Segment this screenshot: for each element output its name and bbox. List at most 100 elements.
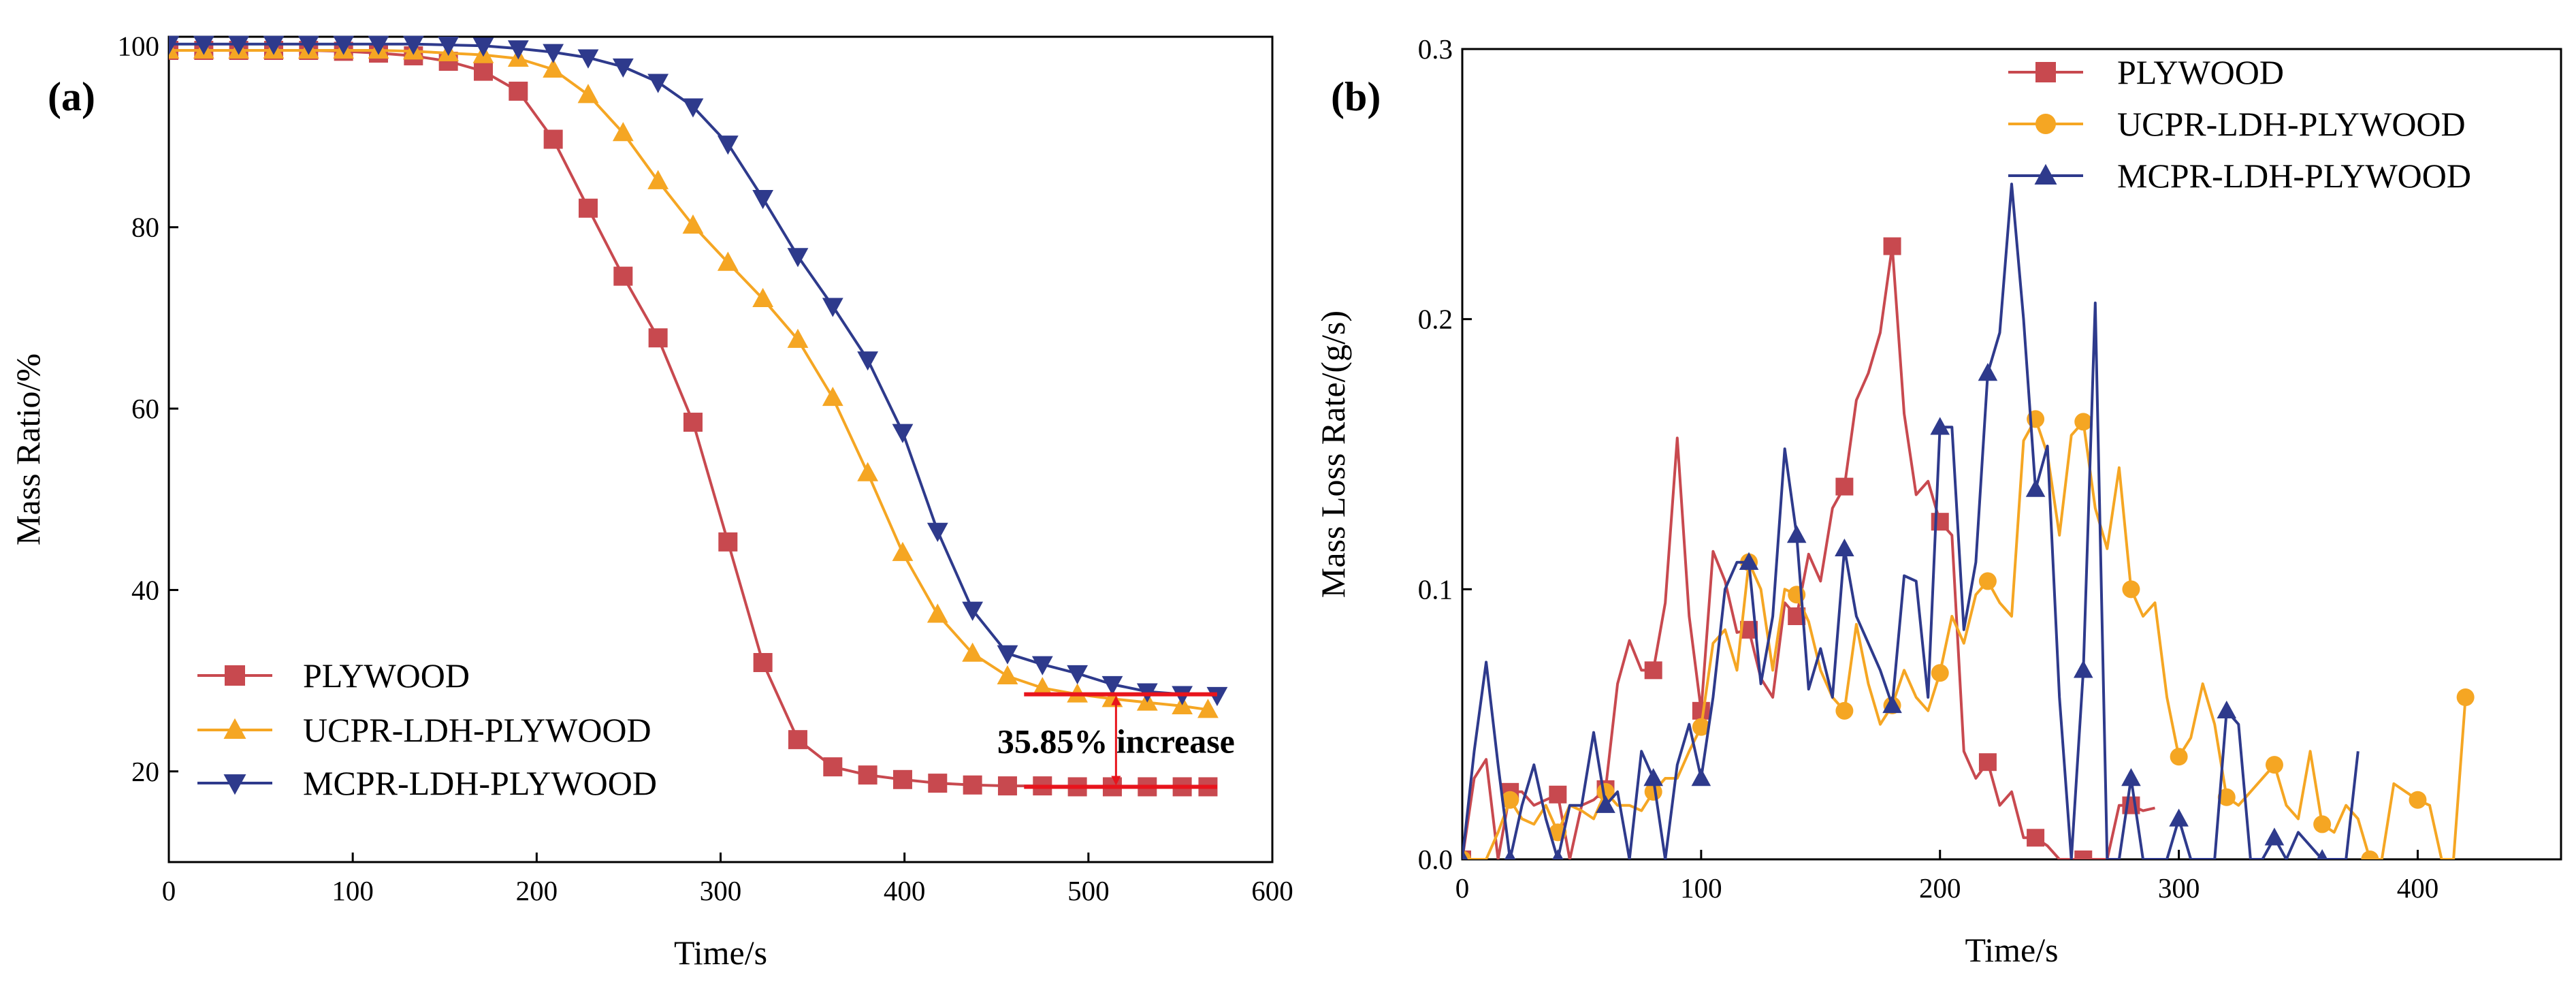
- data-point: [787, 328, 809, 348]
- legend-marker: [2034, 163, 2057, 185]
- series-line: [1462, 417, 2467, 859]
- data-point: [1931, 664, 1949, 682]
- data-point: [1835, 538, 1854, 557]
- y-tick-label: 100: [118, 30, 160, 61]
- data-point: [997, 665, 1018, 685]
- legend-entry: UCPR-LDH-PLYWOOD: [2008, 105, 2466, 143]
- data-point: [228, 35, 250, 55]
- data-point: [169, 35, 180, 55]
- data-point: [193, 35, 214, 55]
- data-point: [1101, 675, 1123, 696]
- data-point: [927, 522, 948, 542]
- legend-marker: [223, 774, 246, 795]
- x-tick-label: 300: [700, 875, 742, 906]
- legend-label: PLYWOOD: [303, 656, 470, 695]
- data-point: [333, 35, 355, 55]
- data-point: [682, 98, 704, 118]
- data-point: [1692, 701, 1710, 720]
- data-point: [822, 386, 843, 407]
- data-point: [263, 35, 285, 55]
- data-point: [717, 136, 739, 155]
- data-point: [2170, 748, 2188, 766]
- legend-label: MCPR-LDH-PLYWOOD: [303, 764, 657, 802]
- data-point: [2361, 850, 2379, 859]
- series-line: [1462, 182, 2360, 859]
- data-point: [1644, 782, 1662, 801]
- legend-entry: PLYWOOD: [2008, 53, 2284, 91]
- data-point: [1596, 782, 1615, 801]
- x-tick-label: 200: [516, 875, 558, 906]
- y-axis-title: Mass Ratio/%: [9, 353, 47, 545]
- x-tick-label: 300: [2158, 872, 2200, 904]
- series-mcpr-ldh-plywood: [1462, 182, 2360, 859]
- legend-label: UCPR-LDH-PLYWOOD: [2117, 105, 2466, 143]
- data-point: [543, 129, 563, 149]
- data-point: [752, 287, 774, 307]
- panel-b-mass-loss-rate-chart: 0 100 200 300 400 0.0 0.1 0.2 0.3 Time/s Mass Loss…: [1314, 33, 2562, 969]
- data-point: [683, 413, 703, 432]
- data-point: [578, 198, 598, 218]
- data-point: [928, 774, 948, 793]
- arrow-head-up: [1111, 695, 1121, 705]
- data-point: [473, 61, 493, 81]
- data-point: [788, 730, 807, 750]
- data-point: [1206, 686, 1228, 707]
- x-tick-label: 0: [162, 875, 176, 906]
- y-tick-label: 20: [131, 756, 159, 787]
- series-line: [169, 49, 1208, 712]
- legend-label: UCPR-LDH-PLYWOOD: [303, 711, 651, 749]
- data-point: [2217, 788, 2236, 806]
- data-point: [2316, 849, 2328, 859]
- annotation-text: 35.85% increase: [997, 722, 1235, 761]
- data-point: [682, 214, 704, 234]
- increase-annotation: 35.85% increase: [997, 692, 1235, 789]
- plot-area: [169, 35, 1228, 797]
- series-mcpr-ldh-plywood: [169, 35, 1228, 707]
- data-point: [1835, 701, 1854, 720]
- data-point: [753, 652, 773, 672]
- data-point: [752, 189, 774, 210]
- data-point: [438, 36, 460, 57]
- y-tick-label: 0.3: [1418, 33, 1453, 65]
- data-point: [858, 765, 878, 785]
- series-ucpr-ldh-plywood: [169, 39, 1219, 718]
- data-point: [1739, 552, 1759, 570]
- x-tick-label: 400: [2397, 872, 2439, 904]
- data-point: [297, 35, 319, 55]
- data-point: [718, 532, 738, 552]
- data-point: [577, 49, 599, 69]
- y-tick-label: 80: [131, 212, 159, 243]
- data-point: [892, 769, 912, 789]
- data-point: [612, 58, 634, 78]
- data-point: [612, 122, 634, 142]
- panel-a-mass-ratio-chart: 0 100 200 300 400 500 600 20 40 60 80 100 Time/s Mass…: [9, 30, 1293, 972]
- legend-marker: [2035, 114, 2056, 134]
- data-point: [997, 776, 1017, 796]
- data-point: [648, 328, 668, 348]
- data-point: [1504, 849, 1516, 859]
- data-point: [997, 645, 1018, 665]
- data-point: [1835, 477, 1854, 496]
- legend-label: PLYWOOD: [2117, 53, 2284, 91]
- data-point: [1596, 795, 1615, 813]
- data-point: [577, 84, 599, 104]
- y-tick-label: 0.2: [1418, 304, 1453, 335]
- x-axis-title: Time/s: [674, 934, 767, 972]
- data-point: [2073, 660, 2093, 678]
- data-point: [2313, 815, 2332, 833]
- plot-frame: [1461, 48, 2562, 861]
- legend-marker: [223, 718, 246, 739]
- y-tick-label: 0.1: [1418, 573, 1453, 605]
- data-point: [1692, 718, 1710, 736]
- data-point: [2074, 413, 2093, 431]
- legend: PLYWOOD UCPR-LDH-PLYWOOD MCPR-LDH-PLYWOOD: [2008, 53, 2471, 195]
- data-point: [1031, 677, 1053, 697]
- x-tick-label: 400: [884, 875, 926, 906]
- data-point: [963, 775, 982, 795]
- data-point: [717, 251, 739, 271]
- legend-entry: MCPR-LDH-PLYWOOD: [2008, 157, 2471, 195]
- data-point: [543, 44, 564, 63]
- data-point: [472, 37, 494, 57]
- y-axis-title: Mass Loss Rate/(g/s): [1314, 311, 1352, 598]
- data-point: [1978, 363, 1998, 381]
